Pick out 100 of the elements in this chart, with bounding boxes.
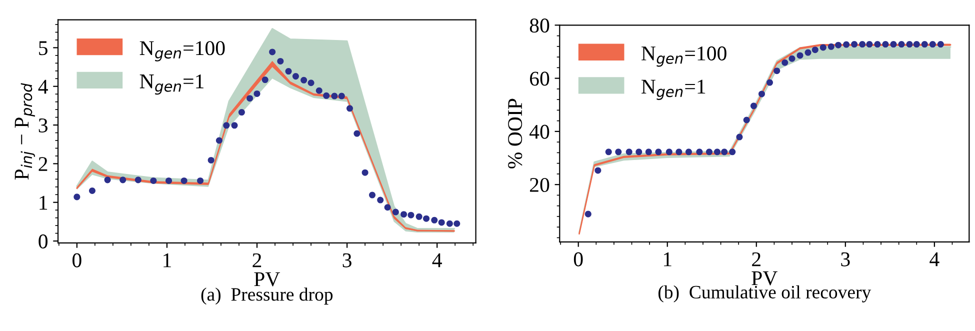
point [277, 58, 284, 64]
point [758, 90, 765, 98]
point [316, 87, 322, 94]
text: (b) Cumulative oil recovery [658, 285, 872, 302]
y-tick-label: 40 [530, 124, 550, 139]
point [208, 156, 214, 164]
point [859, 41, 866, 48]
point [828, 43, 834, 50]
point [254, 90, 260, 97]
point [937, 41, 944, 48]
y-tick-label: 0 [38, 234, 48, 248]
point [812, 46, 818, 54]
x-tick-label: 3 [342, 253, 352, 268]
x-tick-label: 0 [574, 252, 583, 266]
point [431, 216, 438, 224]
point [377, 196, 384, 204]
x-tick-label: 2 [252, 253, 262, 268]
point [104, 176, 111, 184]
point [292, 73, 299, 80]
point [626, 148, 632, 156]
point [782, 59, 788, 66]
point [843, 41, 850, 48]
y-axis-title: P$_{inj}$ − P$_{prod}$ [14, 83, 35, 180]
x-tick-label: 1 [164, 253, 171, 268]
point [584, 210, 592, 218]
point [696, 148, 703, 156]
point [714, 148, 720, 156]
x-axis-title: PV [752, 271, 778, 286]
point [88, 188, 96, 194]
point [223, 122, 230, 129]
point [308, 80, 314, 86]
point [269, 48, 276, 56]
y-tick-label: 4 [38, 80, 48, 94]
point [796, 52, 804, 59]
point [446, 220, 453, 227]
point [384, 204, 391, 211]
point [750, 102, 757, 110]
point [262, 76, 268, 84]
point [392, 208, 399, 216]
x-tick-label: 4 [930, 252, 940, 266]
point [408, 212, 414, 218]
y-tick-label: 1 [40, 196, 48, 210]
point [74, 194, 80, 200]
point [898, 41, 905, 48]
point [285, 68, 292, 75]
legend-label: N$_{gen}$=1 [140, 74, 204, 95]
point [804, 49, 812, 56]
point [866, 41, 873, 48]
point [134, 176, 142, 184]
legend-label: N$_{gen}$=100 [642, 46, 726, 67]
y-tick-label: 5 [39, 41, 48, 56]
point [736, 134, 743, 140]
point [438, 219, 445, 226]
y-tick-label: 20 [530, 178, 550, 192]
point [120, 176, 126, 184]
point [788, 55, 796, 62]
point [882, 41, 889, 48]
point [368, 192, 376, 198]
point [721, 148, 728, 156]
point [835, 42, 842, 48]
point [197, 177, 204, 184]
point [346, 105, 353, 112]
point [300, 76, 308, 84]
x-tick-label: 0 [72, 253, 82, 268]
point [150, 177, 157, 184]
legend-label: N$_{gen}$=100 [140, 41, 225, 62]
y-tick-label: 60 [530, 72, 550, 86]
point [666, 148, 672, 156]
point [743, 116, 750, 124]
point [774, 68, 780, 74]
point [913, 41, 920, 48]
point [615, 148, 622, 156]
x-tick-label: 4 [432, 253, 442, 268]
y-tick-label: 3 [38, 118, 48, 132]
x-tick-label: 1 [664, 252, 672, 266]
point [594, 167, 602, 174]
point [766, 79, 773, 86]
point [921, 41, 928, 48]
point [246, 95, 254, 102]
point [605, 148, 612, 156]
point [636, 148, 642, 156]
point [362, 169, 368, 176]
point [906, 41, 913, 48]
point [216, 137, 222, 144]
point [655, 148, 662, 156]
y-tick-label: 80 [530, 18, 550, 33]
point [416, 213, 422, 220]
point [331, 92, 338, 100]
point [929, 41, 936, 48]
x-tick-label: 2 [752, 252, 760, 266]
point [354, 130, 360, 137]
point [400, 211, 408, 218]
point [338, 92, 345, 100]
point [874, 41, 881, 48]
point [729, 148, 736, 156]
text: (a) Pressure drop [201, 288, 333, 305]
point [454, 220, 460, 227]
x-tick-label: 3 [841, 252, 850, 266]
point [685, 148, 692, 156]
x-axis-title: PV [254, 272, 280, 286]
